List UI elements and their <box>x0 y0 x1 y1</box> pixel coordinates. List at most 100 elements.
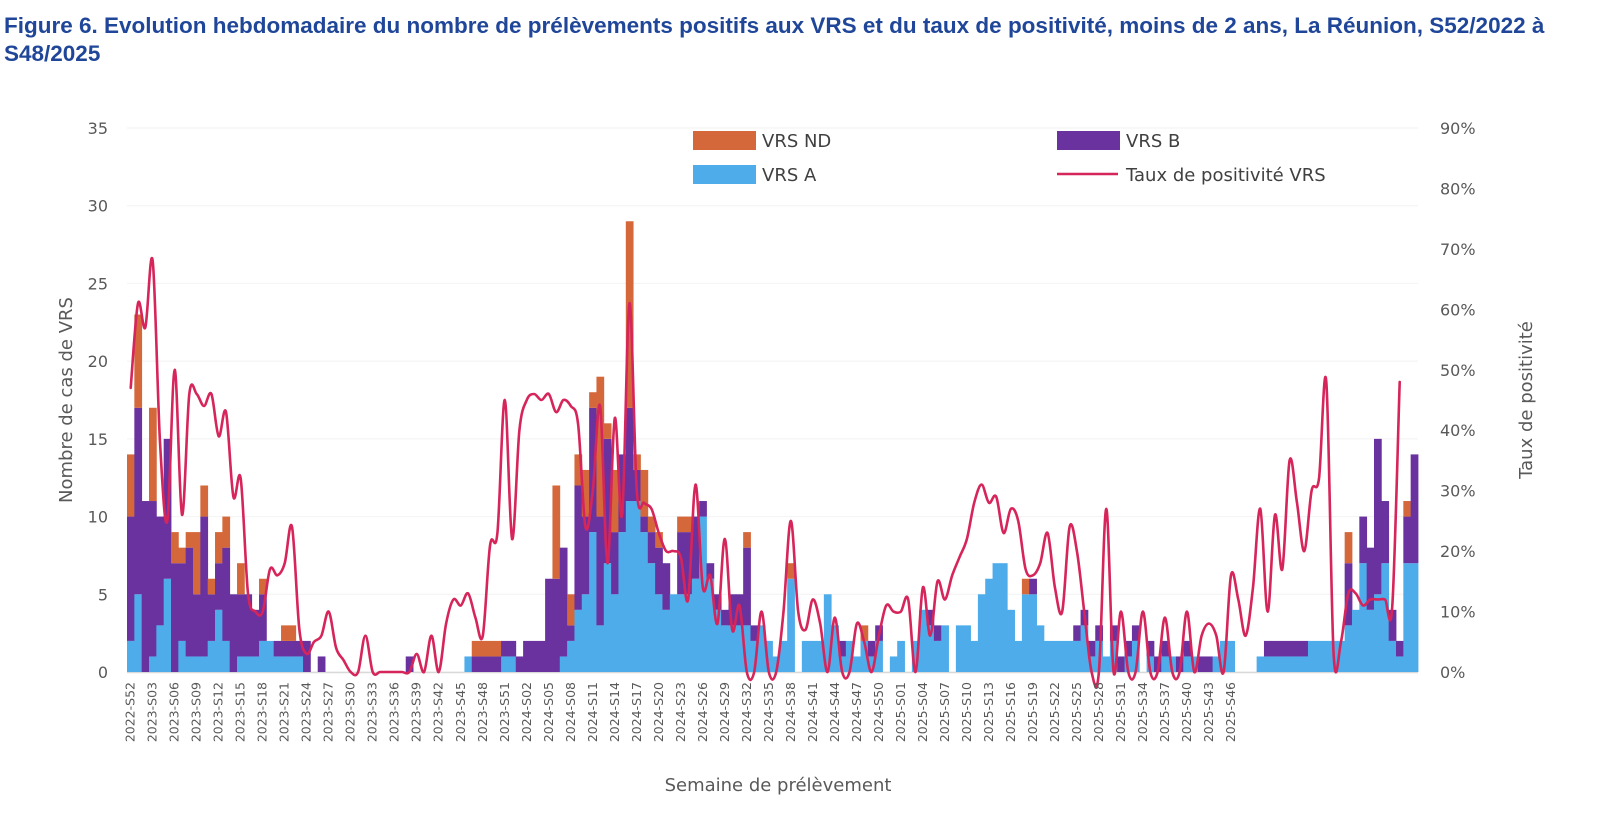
bar-vrs-a <box>156 625 165 672</box>
y2-tick-label: 40% <box>1440 421 1476 440</box>
x-tick-label: 2023-S24 <box>299 682 314 742</box>
bar-vrs-b <box>640 516 649 533</box>
bar-vrs-a <box>1403 563 1412 672</box>
bar-vrs-a <box>559 656 568 672</box>
bar-vrs-nd <box>596 376 605 517</box>
bar-vrs-a <box>787 578 795 672</box>
bar-vrs-b <box>1403 516 1412 564</box>
bar-vrs-a <box>237 656 245 672</box>
bar-vrs-a <box>251 656 260 672</box>
bar-vrs-b <box>1109 625 1118 641</box>
bar-vrs-a <box>662 609 671 672</box>
bar-vrs-b <box>1205 656 1214 672</box>
bar-vrs-a <box>926 625 935 672</box>
legend-label-vrs-b: VRS B <box>1126 131 1180 152</box>
x-tick-label: 2025-S22 <box>1047 682 1062 742</box>
bar-vrs-a <box>207 640 216 672</box>
bar-vrs-a <box>603 563 612 672</box>
bar-vrs-a <box>992 563 1001 672</box>
bar-vrs-a <box>1029 594 1037 672</box>
bar-vrs-b <box>581 516 590 595</box>
bar-vrs-b <box>259 594 267 641</box>
bar-vrs-a <box>1337 640 1346 672</box>
bar-vrs-a <box>919 609 927 672</box>
bar-vrs-a <box>955 625 964 672</box>
bar-vrs-b <box>1197 656 1206 672</box>
bar-vrs-b <box>273 640 282 657</box>
bar-vrs-b <box>508 640 517 657</box>
x-tick-label: 2025-S01 <box>893 682 908 742</box>
x-axis-title: Semaine de prélèvement <box>665 775 892 796</box>
bar-vrs-nd <box>193 532 201 595</box>
y2-tick-label: 90% <box>1440 119 1476 138</box>
bar-vrs-nd <box>215 532 223 564</box>
bar-vrs-a <box>508 656 517 672</box>
y2-tick-label: 0% <box>1440 663 1465 682</box>
bar-vrs-a <box>706 578 715 672</box>
bar-vrs-b <box>215 563 223 610</box>
bar-vrs-a <box>1219 640 1228 672</box>
x-tick-label: 2025-S07 <box>937 682 952 742</box>
bar-vrs-b <box>1087 640 1096 657</box>
bar-vrs-a <box>1161 656 1170 672</box>
bar-vrs-a <box>691 578 700 672</box>
bar-vrs-a <box>1190 656 1199 672</box>
bar-vrs-b <box>625 407 634 502</box>
bar-vrs-b <box>721 609 729 626</box>
x-tick-label: 2023-S45 <box>453 682 468 742</box>
bar-vrs-a <box>1307 640 1316 672</box>
x-tick-label: 2023-S12 <box>211 682 226 742</box>
bar-vrs-b <box>567 625 575 641</box>
bar-vrs-a <box>1300 656 1309 672</box>
bar-vrs-nd <box>581 469 590 517</box>
y-tick-label: 15 <box>88 430 108 449</box>
bar-vrs-a <box>1256 656 1265 672</box>
bar-vrs-b <box>647 532 656 564</box>
x-tick-label: 2023-S15 <box>233 682 248 742</box>
x-tick-label: 2024-S08 <box>563 682 578 742</box>
y2-axis-title: Taux de positivité <box>1516 321 1537 480</box>
bar-vrs-b <box>1073 625 1081 641</box>
x-tick-label: 2024-S26 <box>695 682 710 742</box>
legend-swatch-vrs-b <box>1057 131 1120 150</box>
x-tick-label: 2025-S13 <box>981 682 996 742</box>
bar-vrs-b <box>303 640 311 672</box>
bar-vrs-a <box>1007 609 1015 672</box>
bar-vrs-a <box>1051 640 1059 672</box>
y-axis-right: 0% 10% 20% 30% 40% 50% 60% 70% 80% 90% <box>1440 119 1476 682</box>
bar-vrs-b <box>251 609 260 657</box>
bar-vrs-b <box>574 485 583 610</box>
bar-vrs-a <box>860 640 869 672</box>
bar-vrs-b <box>1131 625 1140 641</box>
x-tick-label: 2023-S39 <box>409 682 424 742</box>
bar-vrs-b <box>1366 547 1375 610</box>
bar-vrs-a <box>1131 640 1140 672</box>
y2-tick-label: 80% <box>1440 179 1476 198</box>
bar-vrs-a <box>281 656 289 672</box>
bar-vrs-a <box>933 640 942 672</box>
bar-vrs-a <box>1293 656 1302 672</box>
bar-vrs-a <box>801 640 810 672</box>
bar-vrs-a <box>970 640 979 672</box>
bar-vrs-nd <box>493 640 502 657</box>
bar-vrs-a <box>288 656 297 672</box>
bar-vrs-b <box>156 516 165 626</box>
bar-vrs-a <box>816 640 825 672</box>
bar-vrs-nd <box>655 532 663 548</box>
bar-vrs-nd <box>574 454 583 486</box>
bar-vrs-a <box>1036 625 1045 672</box>
bar-vrs-b <box>244 594 253 657</box>
bar-vrs-nd <box>611 469 619 533</box>
bar-vrs-b <box>171 563 179 672</box>
bar-vrs-b <box>149 501 157 657</box>
bar-vrs-a <box>1087 656 1096 672</box>
bar-vrs-a <box>222 640 231 672</box>
bar-vrs-a <box>853 656 861 672</box>
x-tick-label: 2023-S48 <box>475 682 490 742</box>
x-tick-label: 2025-S19 <box>1025 682 1040 742</box>
bar-vrs-nd <box>640 469 649 517</box>
bar-vrs-a <box>200 656 209 672</box>
bar-vrs-nd <box>860 625 869 641</box>
bar-vrs-a <box>1278 656 1287 672</box>
bar-vrs-nd <box>471 640 480 657</box>
